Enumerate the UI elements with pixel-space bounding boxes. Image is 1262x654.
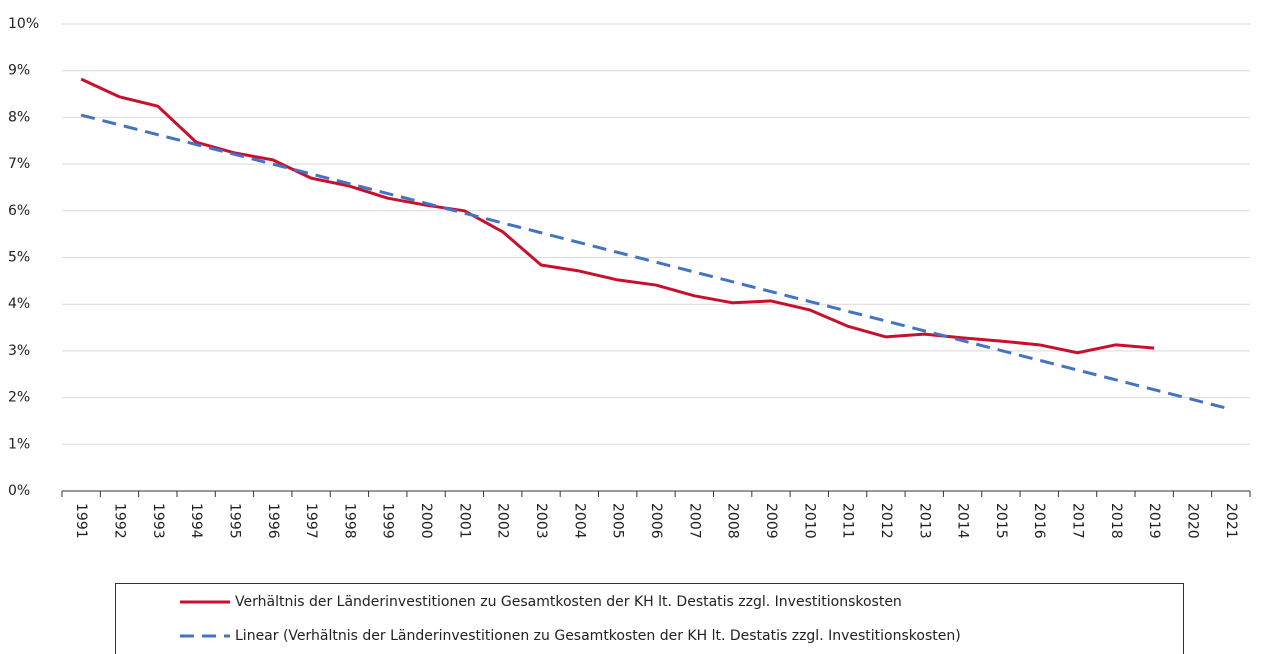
series-line — [80, 77, 1155, 355]
x-tick-label: 2003 — [533, 503, 549, 539]
x-tick-label: 1993 — [150, 503, 166, 539]
y-tick-label: 8% — [8, 109, 30, 125]
x-tick-label: 2006 — [648, 503, 664, 539]
x-tick-label: 2007 — [686, 503, 702, 539]
x-tick-label: 2004 — [571, 503, 587, 539]
x-tick-label: 1996 — [265, 503, 281, 539]
legend-box — [115, 583, 1184, 654]
x-tick-label: 2014 — [955, 503, 971, 539]
x-tick-label: 1994 — [188, 503, 204, 539]
y-tick-label: 1% — [8, 436, 30, 452]
x-tick-label: 2001 — [456, 503, 472, 539]
x-tick-label: 2021 — [1223, 503, 1239, 539]
series-line — [80, 113, 1232, 411]
y-tick-label: 9% — [8, 63, 30, 79]
x-tick-label: 2008 — [725, 503, 741, 539]
x-tick-label: 2015 — [993, 503, 1009, 539]
x-tick-label: 2020 — [1185, 503, 1201, 539]
y-tick-label: 6% — [8, 203, 30, 219]
x-tick-label: 2002 — [495, 503, 511, 539]
x-tick-label: 2019 — [1146, 503, 1162, 539]
legend-label: Linear (Verhältnis der Länderinvestition… — [235, 628, 961, 644]
x-tick-label: 2017 — [1070, 503, 1086, 539]
x-tick-label: 2016 — [1031, 503, 1047, 539]
x-tick-label: 2009 — [763, 503, 779, 539]
x-tick-label: 1991 — [73, 503, 89, 539]
x-tick-label: 1999 — [380, 503, 396, 539]
legend-label: Verhältnis der Länderinvestitionen zu Ge… — [235, 594, 902, 610]
x-tick-label: 2011 — [840, 503, 856, 539]
x-tick-label: 2005 — [610, 503, 626, 539]
y-tick-label: 10% — [8, 16, 39, 32]
y-tick-label: 3% — [8, 343, 30, 359]
y-tick-label: 2% — [8, 390, 30, 406]
y-tick-label: 5% — [8, 250, 30, 266]
x-tick-label: 2018 — [1108, 503, 1124, 539]
x-tick-label: 1998 — [341, 503, 357, 539]
x-tick-label: 1997 — [303, 503, 319, 539]
y-tick-label: 0% — [8, 483, 30, 499]
x-tick-label: 1995 — [226, 503, 242, 539]
x-tick-label: 2000 — [418, 503, 434, 539]
x-tick-label: 2012 — [878, 503, 894, 539]
y-tick-label: 4% — [8, 296, 30, 312]
x-tick-label: 2013 — [916, 503, 932, 539]
y-tick-label: 7% — [8, 156, 30, 172]
x-tick-label: 1992 — [111, 503, 127, 539]
x-tick-label: 2010 — [801, 503, 817, 539]
